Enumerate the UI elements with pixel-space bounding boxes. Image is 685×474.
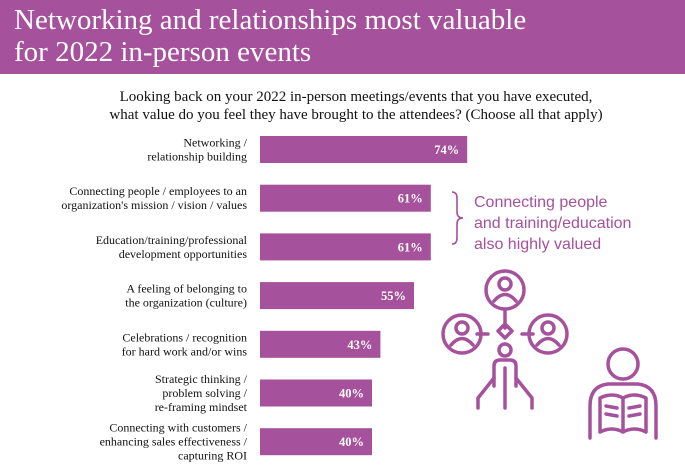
brace-icon <box>451 191 464 245</box>
category-label-line: A feeling of belonging to <box>126 282 247 296</box>
person-reading-icon <box>588 347 658 440</box>
bar-0 <box>260 136 468 163</box>
category-label-line: Celebrations / recognition <box>122 330 247 344</box>
category-label-4: Celebrations / recognition for hard work … <box>122 330 248 358</box>
value-label-5: 40% <box>339 387 364 401</box>
chart-title: Networking and relationships most valuab… <box>14 4 527 68</box>
category-label-line: enhancing sales effectiveness / <box>100 435 248 449</box>
category-label-line: organization's mission / vision / values <box>61 198 247 212</box>
category-label-line: problem solving / <box>162 386 247 400</box>
bar-1 <box>260 184 431 212</box>
value-label-4: 43% <box>347 338 372 352</box>
category-label-line: re-framing mindset <box>155 400 248 414</box>
bar-6 <box>260 428 372 456</box>
value-label-1: 61% <box>398 192 423 206</box>
value-label-6: 40% <box>339 435 364 449</box>
bar-4 <box>260 330 381 358</box>
category-label-line: relationship building <box>147 150 247 164</box>
value-label-3: 55% <box>381 289 406 303</box>
survey-question: Looking back on your 2022 in-person meet… <box>109 89 603 123</box>
header-banner: Networking and relationships most valuab… <box>0 0 685 74</box>
category-label-3: A feeling of belonging to the organizatio… <box>125 282 247 310</box>
category-label-line: capturing ROI <box>178 449 247 463</box>
bar-2 <box>260 233 431 261</box>
category-label-line: development opportunities <box>119 247 248 261</box>
value-label-0: 74% <box>434 143 459 157</box>
category-label-line: Education/training/professional <box>96 233 248 247</box>
callout-text: Connecting people and training/education… <box>474 194 632 253</box>
bar-5 <box>260 379 372 407</box>
category-label-line: Connecting with customers / <box>109 421 247 435</box>
people-network-icon <box>441 269 569 410</box>
category-label-line: Connecting people / employees to an <box>69 184 247 198</box>
category-label-6: Connecting with customers / enhancing sal… <box>100 421 248 463</box>
bar-3 <box>260 282 414 310</box>
category-label-line: the organization (culture) <box>125 296 247 310</box>
category-label-line: Strategic thinking / <box>155 372 248 386</box>
category-label-line: for hard work and/or wins <box>122 344 248 358</box>
category-label-1: Connecting people / employees to an organ… <box>61 184 247 212</box>
category-label-0: Networking / relationship building <box>147 136 247 164</box>
value-label-2: 61% <box>398 240 423 254</box>
category-label-2: Education/training/professional developme… <box>96 233 248 261</box>
category-label-line: Networking / <box>183 136 247 150</box>
category-label-5: Strategic thinking / problem solving / re-… <box>155 372 248 414</box>
